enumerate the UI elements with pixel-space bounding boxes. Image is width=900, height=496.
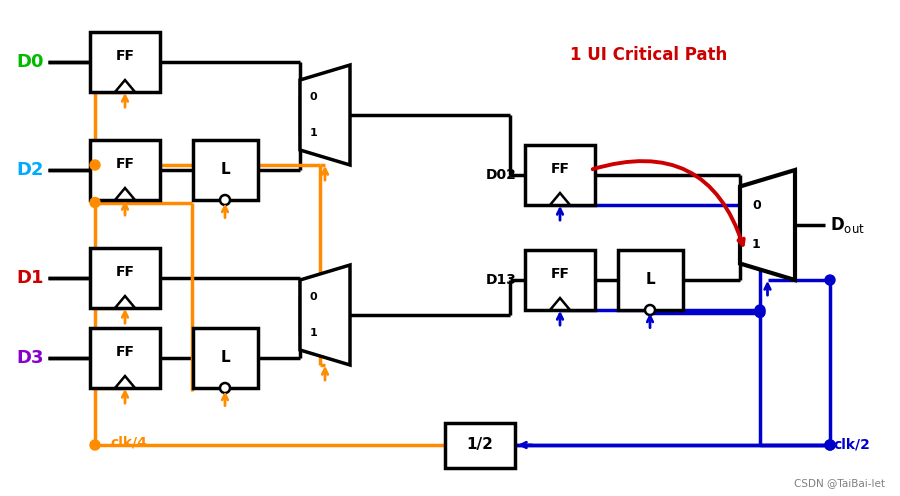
Text: FF: FF — [551, 267, 570, 281]
Text: D02: D02 — [486, 168, 517, 182]
Bar — [90, 328, 160, 388]
Circle shape — [825, 440, 835, 450]
Text: 0: 0 — [310, 293, 318, 303]
Circle shape — [220, 383, 230, 393]
Text: D1: D1 — [16, 269, 44, 287]
Text: 0: 0 — [752, 199, 760, 212]
Text: 1/2: 1/2 — [466, 437, 493, 452]
Text: L: L — [220, 351, 230, 366]
Polygon shape — [550, 298, 570, 310]
Bar — [617, 250, 682, 310]
Text: 1: 1 — [310, 327, 318, 337]
Circle shape — [825, 440, 835, 450]
Text: FF: FF — [115, 157, 134, 171]
Circle shape — [90, 440, 100, 450]
Text: D$_\mathrm{out}$: D$_\mathrm{out}$ — [830, 215, 865, 235]
Bar — [525, 145, 595, 205]
Bar — [90, 32, 160, 92]
Circle shape — [755, 308, 765, 317]
Circle shape — [825, 275, 835, 285]
Text: FF: FF — [115, 49, 134, 63]
Polygon shape — [740, 170, 795, 280]
Circle shape — [645, 305, 655, 315]
Text: CSDN @TaiBai-let: CSDN @TaiBai-let — [794, 478, 885, 488]
Text: 1 UI Critical Path: 1 UI Critical Path — [570, 46, 727, 64]
Text: D2: D2 — [16, 161, 44, 179]
Polygon shape — [115, 296, 135, 308]
Circle shape — [220, 195, 230, 205]
Bar — [90, 140, 160, 200]
Text: D3: D3 — [16, 349, 44, 367]
Circle shape — [90, 197, 100, 207]
Text: 1: 1 — [752, 238, 760, 251]
Bar — [193, 140, 257, 200]
Polygon shape — [115, 80, 135, 92]
Polygon shape — [115, 376, 135, 388]
Text: D0: D0 — [16, 53, 44, 71]
Polygon shape — [300, 65, 350, 165]
Bar — [90, 248, 160, 308]
Bar — [193, 328, 257, 388]
Text: FF: FF — [115, 345, 134, 359]
Text: L: L — [645, 272, 655, 288]
Bar — [445, 423, 515, 468]
Text: L: L — [220, 163, 230, 178]
Text: 0: 0 — [310, 92, 318, 103]
Text: 1: 1 — [310, 127, 318, 137]
Bar — [525, 250, 595, 310]
Circle shape — [90, 160, 100, 170]
Text: FF: FF — [551, 162, 570, 176]
Text: D13: D13 — [486, 273, 517, 287]
Polygon shape — [115, 188, 135, 200]
Text: clk/2: clk/2 — [833, 438, 870, 452]
Text: FF: FF — [115, 265, 134, 279]
Circle shape — [755, 305, 765, 315]
Polygon shape — [550, 193, 570, 205]
Polygon shape — [300, 265, 350, 365]
Text: clk/4: clk/4 — [110, 436, 147, 450]
